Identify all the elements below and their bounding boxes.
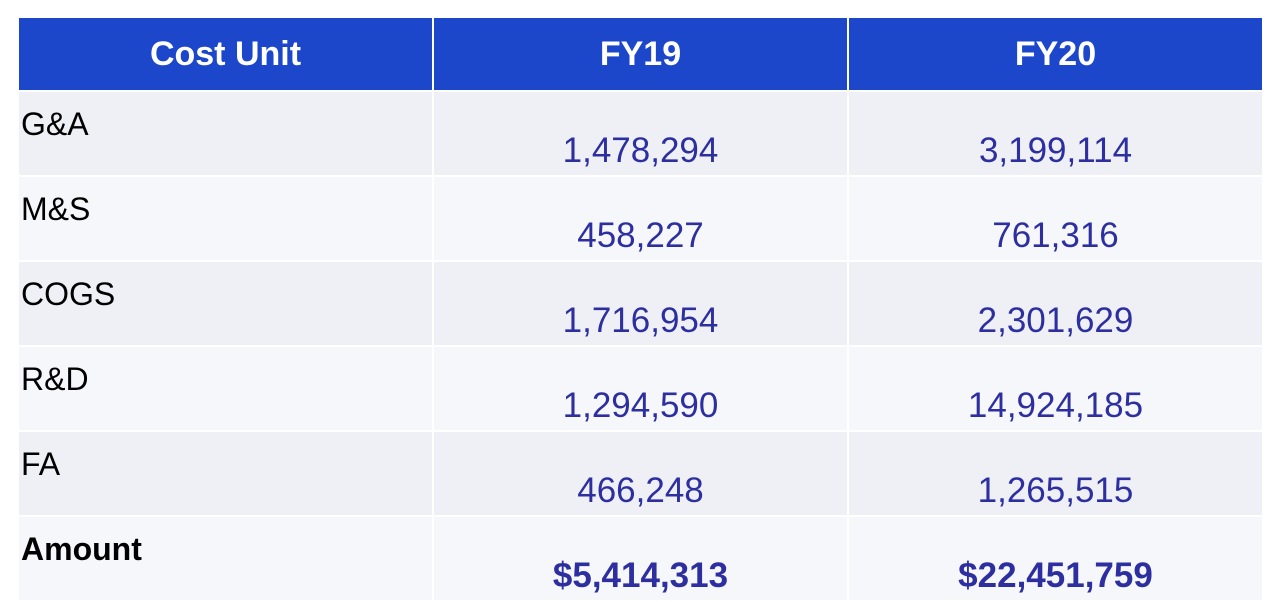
fy20-value: 14,924,185 [847, 345, 1264, 432]
row-label: COGS [17, 260, 434, 347]
fy19-value: 458,227 [432, 175, 849, 262]
table-row: M&S 458,227 761,316 [17, 175, 1264, 262]
total-row: Amount $5,414,313 $22,451,759 [17, 515, 1264, 602]
fy20-value: 1,265,515 [847, 430, 1264, 517]
table-row: COGS 1,716,954 2,301,629 [17, 260, 1264, 347]
header-fy19: FY19 [432, 16, 849, 92]
table-row: R&D 1,294,590 14,924,185 [17, 345, 1264, 432]
row-label: R&D [17, 345, 434, 432]
fy20-value: 761,316 [847, 175, 1264, 262]
header-fy20: FY20 [847, 16, 1264, 92]
row-label: G&A [17, 90, 434, 177]
header-row: Cost Unit FY19 FY20 [17, 16, 1264, 92]
table-row: G&A 1,478,294 3,199,114 [17, 90, 1264, 177]
row-label: M&S [17, 175, 434, 262]
total-fy20-value: $22,451,759 [847, 515, 1264, 602]
header-cost-unit: Cost Unit [17, 16, 434, 92]
fy19-value: 466,248 [432, 430, 849, 517]
total-label: Amount [17, 515, 434, 602]
fy19-value: 1,478,294 [432, 90, 849, 177]
cost-table: Cost Unit FY19 FY20 G&A 1,478,294 3,199,… [17, 16, 1264, 602]
row-label: FA [17, 430, 434, 517]
fy20-value: 3,199,114 [847, 90, 1264, 177]
fy19-value: 1,294,590 [432, 345, 849, 432]
table-row: FA 466,248 1,265,515 [17, 430, 1264, 517]
fy20-value: 2,301,629 [847, 260, 1264, 347]
fy19-value: 1,716,954 [432, 260, 849, 347]
total-fy19-value: $5,414,313 [432, 515, 849, 602]
